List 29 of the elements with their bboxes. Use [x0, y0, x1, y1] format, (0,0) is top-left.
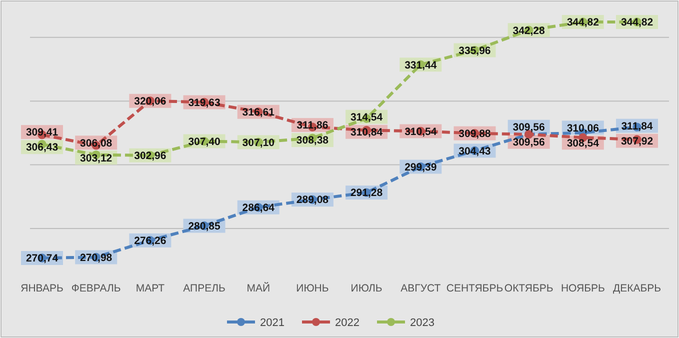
data-label: 307,92 — [620, 135, 654, 148]
data-label: 309,56 — [512, 122, 546, 134]
data-label: 310,84 — [350, 126, 383, 139]
data-label: 311,84 — [621, 120, 653, 132]
data-label: 314,54 — [350, 112, 383, 124]
data-label: 306,08 — [80, 137, 112, 150]
x-tick-label: МАРТ — [136, 282, 166, 294]
x-tick-label: ИЮЛЬ — [350, 282, 382, 294]
x-tick-label: ИЮНЬ — [296, 282, 329, 294]
x-tick-label: ОКТЯБРЬ — [504, 282, 554, 294]
data-label: 303,12 — [80, 152, 112, 164]
x-tick-label: ДЕКАБРЬ — [612, 282, 662, 294]
data-label: 309,56 — [512, 136, 546, 149]
data-label: 309,41 — [26, 126, 58, 139]
data-label: 311,86 — [296, 120, 328, 132]
x-tick-label: ЯНВАРЬ — [20, 282, 64, 294]
x-tick-label: МАЙ — [246, 281, 270, 294]
x-tick-label: НОЯБРЬ — [560, 282, 605, 294]
data-label: 310,06 — [566, 122, 600, 134]
legend-label: 2023 — [410, 316, 434, 329]
x-tick-label: СЕНТЯБРЬ — [446, 282, 504, 294]
x-tick-label: АВГУСТ — [400, 282, 442, 294]
data-label: 308,38 — [296, 134, 329, 147]
data-label: 306,43 — [26, 142, 58, 154]
x-tick-label: АПРЕЛЬ — [183, 282, 226, 294]
legend-label: 2021 — [260, 316, 284, 329]
data-label: 308,54 — [566, 137, 600, 150]
legend-label: 2022 — [335, 316, 360, 329]
x-tick-label: ФЕВРАЛЬ — [71, 282, 121, 294]
